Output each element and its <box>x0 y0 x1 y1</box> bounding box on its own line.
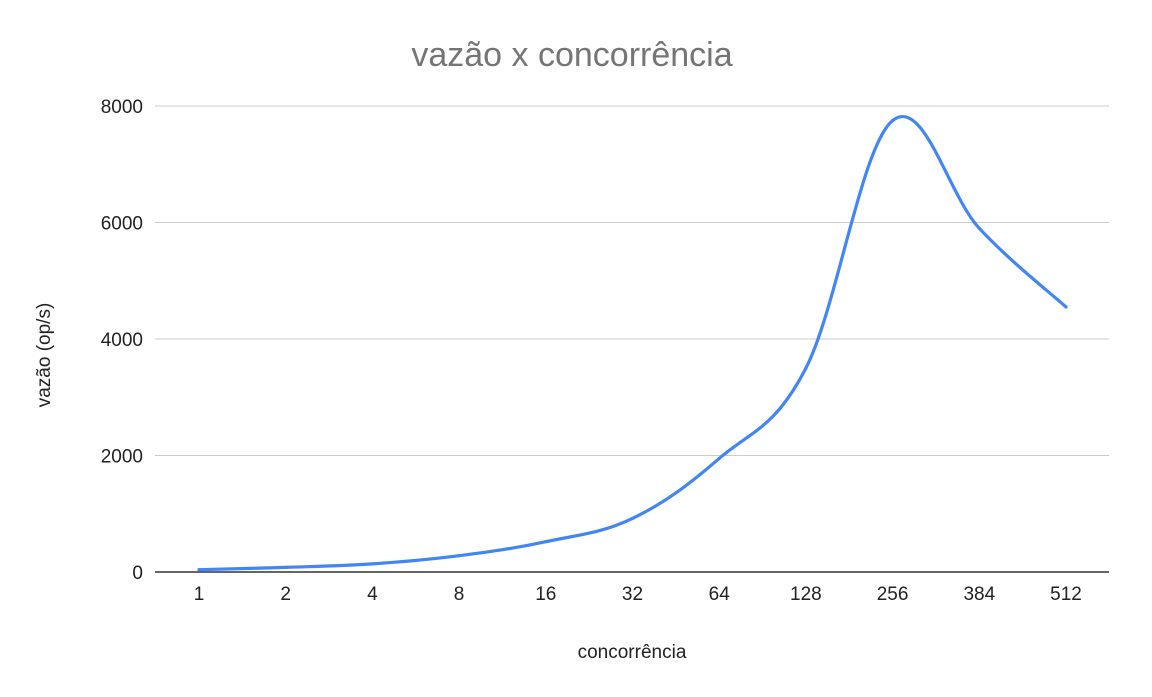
y-axis-ticks: 0 2000 4000 6000 8000 <box>101 97 143 584</box>
gridlines <box>155 105 1109 456</box>
x-tick-label: 512 <box>1050 584 1082 605</box>
x-tick-label: 16 <box>535 584 556 605</box>
x-tick-label: 1 <box>194 584 205 605</box>
data-point <box>370 562 374 566</box>
data-point <box>891 118 895 123</box>
x-axis-ticks: 1 2 4 8 16 32 64 128 256 384 512 <box>194 584 1082 605</box>
x-tick-label: 2 <box>280 584 291 605</box>
data-point <box>544 540 548 544</box>
data-point <box>717 456 721 461</box>
y-tick-label: 8000 <box>101 97 143 118</box>
x-tick-label: 128 <box>790 584 822 605</box>
y-tick-label: 4000 <box>101 330 143 351</box>
chart-title: vazão x concorrência <box>411 36 732 74</box>
y-tick-label: 0 <box>132 563 143 584</box>
data-point <box>197 568 201 572</box>
x-tick-label: 8 <box>454 584 465 605</box>
data-point <box>630 516 635 521</box>
x-axis-label: concorrência <box>578 642 687 663</box>
data-point <box>977 226 981 230</box>
series-layer <box>197 115 1068 572</box>
data-point <box>1064 305 1068 309</box>
data-point <box>457 554 461 558</box>
data-point <box>804 366 808 370</box>
x-tick-label: 64 <box>709 584 731 605</box>
data-point <box>284 565 288 569</box>
x-tick-label: 32 <box>622 584 643 605</box>
x-tick-label: 256 <box>877 584 909 605</box>
y-tick-label: 6000 <box>101 214 143 235</box>
x-tick-label: 4 <box>367 584 378 605</box>
series-line <box>197 115 1068 572</box>
x-tick-label: 384 <box>963 584 995 605</box>
y-tick-label: 2000 <box>101 447 143 468</box>
y-axis-label: vazão (op/s) <box>34 303 55 408</box>
